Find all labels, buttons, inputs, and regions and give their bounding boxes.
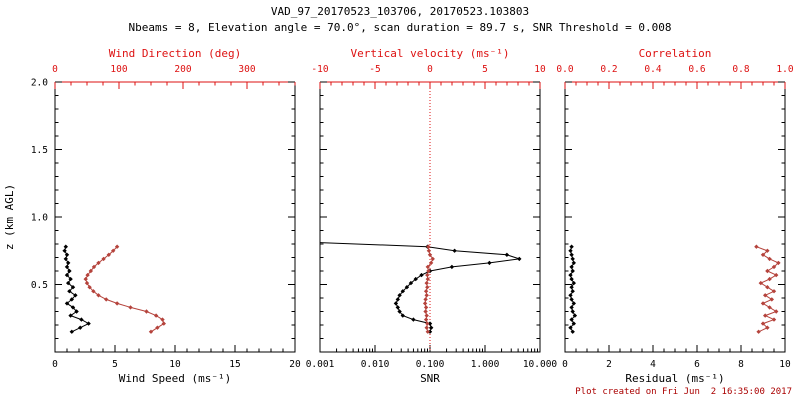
top-tick-label: 0.4	[644, 64, 661, 75]
top-tick-label: 0.0	[556, 64, 573, 75]
x-tick-label: 8	[738, 359, 744, 370]
series-markers-correlation	[754, 244, 781, 334]
x-tick-label: 10	[169, 359, 181, 370]
panel-frame	[54, 82, 296, 353]
bottom-axis-title: SNR	[420, 372, 440, 385]
x-tick-label: 15	[229, 359, 240, 370]
series-line-snr	[319, 242, 520, 332]
y-tick-label: 0.5	[31, 280, 48, 291]
x-tick-label: 0.100	[416, 359, 445, 370]
x-tick-label: 6	[694, 359, 700, 370]
series-markers-wind-direction	[83, 244, 166, 334]
top-tick-label: 200	[174, 64, 191, 75]
bottom-ticks	[54, 345, 296, 352]
top-tick-label: 300	[238, 64, 255, 75]
top-tick-label: 0	[427, 64, 433, 75]
y-ticks	[55, 81, 295, 353]
top-tick-label: -5	[369, 64, 380, 75]
top-tick-label: 1.0	[776, 64, 793, 75]
series-line-residual	[569, 246, 576, 333]
x-tick-label: 2	[606, 359, 612, 370]
y-axis-title: z (km AGL)	[3, 184, 16, 250]
top-ticks	[564, 82, 786, 89]
y-tick-label: 1.5	[31, 145, 48, 156]
bottom-axis-title: Residual (ms⁻¹)	[625, 372, 724, 385]
series-line-correlation	[756, 246, 780, 333]
top-axis-title: Wind Direction (deg)	[109, 47, 241, 60]
top-tick-label: 0	[52, 64, 58, 75]
panel-snr-velocity: 0.001 0.010 0.100 1.000 10.000 SNR -10 -5 0 5 10 Ve…	[306, 47, 558, 385]
top-tick-label: 10	[534, 64, 546, 75]
x-tick-label: 0.001	[306, 359, 335, 370]
series-line-vertical-velocity	[424, 246, 434, 332]
x-tick-label: 0	[52, 359, 58, 370]
x-tick-label: 0	[562, 359, 568, 370]
x-tick-label: 10.000	[523, 359, 558, 370]
panel-frame	[564, 82, 786, 353]
x-tick-label: 0.010	[361, 359, 390, 370]
plot-subtitle: Nbeams = 8, Elevation angle = 70.0°, sca…	[128, 21, 672, 34]
plot-title: VAD_97_20170523_103706, 20170523.103803	[270, 5, 530, 18]
top-tick-label: 0.8	[732, 64, 749, 75]
x-tick-label: 10	[779, 359, 791, 370]
bottom-ticks	[564, 345, 786, 352]
top-axis-title: Correlation	[639, 47, 712, 60]
y-ticks	[320, 81, 540, 353]
panel-wind: 0.5 1.0 1.5 2.0 z (km AGL) 0 5 10 15 20 Wind Speed…	[3, 47, 301, 385]
top-ticks	[54, 82, 296, 89]
top-tick-label: 100	[110, 64, 127, 75]
y-tick-label: 2.0	[31, 78, 48, 89]
y-tick-label: 1.0	[31, 213, 48, 224]
series-markers-wind-speed	[62, 244, 91, 334]
series-markers-vertical-velocity	[422, 244, 435, 334]
x-tick-label: 1.000	[471, 359, 500, 370]
series-markers-snr	[393, 244, 522, 334]
series-line-wind-speed	[64, 246, 90, 333]
y-ticks	[565, 81, 785, 353]
series-line-wind-direction	[85, 246, 165, 333]
top-axis-title: Vertical velocity (ms⁻¹)	[351, 47, 510, 60]
x-tick-label: 5	[112, 359, 118, 370]
series-markers-residual	[568, 244, 578, 334]
bottom-axis-title: Wind Speed (ms⁻¹)	[119, 372, 232, 385]
top-tick-label: 0.6	[688, 64, 705, 75]
top-tick-label: 0.2	[600, 64, 617, 75]
x-tick-label: 20	[289, 359, 301, 370]
top-tick-label: -10	[311, 64, 328, 75]
top-tick-label: 5	[482, 64, 488, 75]
top-ticks	[319, 82, 541, 89]
panel-residual-correlation: 0 2 4 6 8 10 Residual (ms⁻¹) 0.0 0.2 0.4 0.6 0.8 1.0…	[556, 47, 793, 385]
plot-footer-timestamp: Plot created on Fri Jun 2 16:35:00 2017	[575, 387, 792, 397]
bottom-ticks	[319, 345, 541, 352]
x-tick-label: 4	[650, 359, 656, 370]
